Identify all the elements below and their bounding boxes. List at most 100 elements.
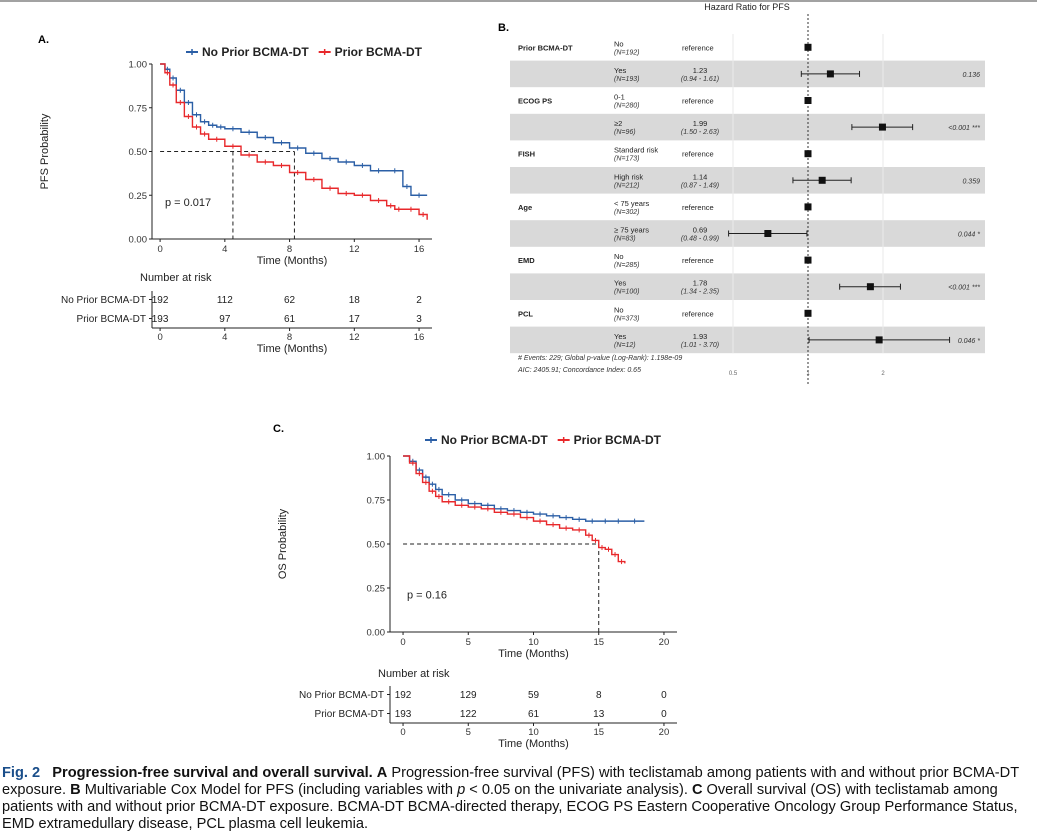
- panelA-xtick-label-2: 8: [287, 244, 292, 255]
- panelC-risk-value-1-2: 61: [528, 709, 540, 720]
- panelA-risk-value-1-4: 3: [416, 314, 422, 325]
- panelA-ytick-label-1: 0.25: [129, 191, 148, 202]
- panelB-p-0-1: 0.136: [962, 72, 980, 79]
- panelC-risk-value-0-4: 0: [661, 690, 667, 701]
- panelC-risk-value-0-1: 129: [460, 690, 477, 701]
- panelC-risk-value-0-3: 8: [596, 690, 602, 701]
- panelA-risk-value-1-3: 17: [349, 314, 361, 325]
- panelC-risk-xtick-label-0: 0: [400, 727, 405, 738]
- panelC-xtick-label-0: 0: [400, 637, 405, 648]
- panelB-level-5-1: Yes: [614, 332, 626, 341]
- panelB-ci-4-1: (1.34 - 2.35): [681, 289, 719, 296]
- panelB-n-4-1: (N=100): [614, 289, 639, 296]
- panelB-p-2-1: 0.359: [962, 178, 980, 185]
- panelB-point-4-0: [804, 256, 812, 264]
- panelB-n-2-0: (N=173): [614, 156, 639, 163]
- panelA-ytick-label-2: 0.50: [129, 147, 148, 158]
- panelA-risk-row-label-1: Prior BCMA-DT: [77, 314, 146, 325]
- panelB-level-1-0: 0-1: [614, 93, 625, 102]
- panelB-level-3-1: ≥ 75 years: [614, 226, 649, 235]
- panelC-xtick-label-4: 20: [659, 637, 670, 648]
- panelC-ytick-label-3: 0.75: [367, 496, 386, 507]
- caption-b-p: p: [457, 782, 466, 798]
- panelB-est-3-1: 0.69: [693, 226, 708, 235]
- panelC-risk-xlabel: Time (Months): [498, 738, 569, 750]
- panelB-point-3-0: [804, 203, 812, 211]
- panelB-group-label-4: EMD: [518, 256, 535, 265]
- panelC-risk-xtick-label-1: 5: [466, 727, 471, 738]
- caption-b-letter: B: [70, 782, 81, 798]
- panelC-risk-xtick-label-3: 15: [593, 727, 604, 738]
- panelA-legend-label-1: Prior BCMA-DT: [335, 45, 423, 59]
- panelA-curve-0: [160, 63, 428, 196]
- panelC-risk-value-0-2: 59: [528, 690, 540, 701]
- panelA-risk-xtick-label-4: 16: [414, 332, 425, 343]
- panelB-p-3-1: 0.044 *: [958, 232, 980, 239]
- panelC-xlabel: Time (Months): [498, 648, 569, 660]
- panelB-n-0-1: (N=193): [614, 76, 639, 83]
- panelB-group-label-1: ECOG PS: [518, 97, 552, 106]
- caption-a-text: Progression-free survival (PFS) with tec…: [2, 765, 1019, 798]
- panelB-est-3-0: reference: [682, 203, 714, 212]
- panelA-risk-value-0-4: 2: [416, 295, 422, 306]
- panelB-level-4-1: Yes: [614, 279, 626, 288]
- panelB-ci-3-1: (0.48 - 0.99): [681, 236, 719, 243]
- panelA-xlabel: Time (Months): [257, 255, 328, 267]
- panelC-risk-value-1-1: 122: [460, 709, 477, 720]
- panelB-row-bg-9: [510, 273, 985, 300]
- panelA-risk-xtick-label-1: 4: [222, 332, 227, 343]
- panelA-risk-xtick-label-3: 12: [349, 332, 360, 343]
- panelB-level-3-0: < 75 years: [614, 199, 649, 208]
- panelA-ytick-label-3: 0.75: [129, 103, 148, 114]
- panelB-level-2-0: Standard risk: [614, 146, 658, 155]
- caption-b-text2: < 0.05 on the univariate analysis).: [465, 782, 692, 798]
- panelB-n-4-0: (N=285): [614, 262, 639, 269]
- panelB-est-2-0: reference: [682, 150, 714, 159]
- panelA-xtick-label-4: 16: [414, 244, 425, 255]
- panelB-xtick-label-2: 2: [881, 371, 885, 377]
- panelC-risk-row-label-0: No Prior BCMA-DT: [299, 690, 384, 701]
- panelC-pvalue: p = 0.16: [407, 590, 447, 602]
- panelB-ci-0-1: (0.94 - 1.61): [681, 76, 719, 83]
- panelC-ylabel: OS Probability: [277, 508, 289, 579]
- panelC-legend-label-1: Prior BCMA-DT: [574, 433, 662, 447]
- panelA-xtick-label-3: 12: [349, 244, 360, 255]
- panelC-risk-xtick-label-4: 20: [659, 727, 670, 738]
- panelB-title: Hazard Ratio for PFS: [704, 2, 790, 12]
- panelA-risk-xlabel: Time (Months): [257, 343, 328, 355]
- panelB-p-1-1: <0.001 ***: [948, 125, 980, 132]
- panelB-n-0-0: (N=192): [614, 49, 639, 56]
- panelA-ytick-label-0: 0.00: [129, 235, 148, 246]
- panelA-pvalue: p = 0.017: [165, 197, 211, 209]
- panelC-ytick-label-0: 0.00: [367, 628, 386, 639]
- caption-title: Progression-free survival and overall su…: [52, 765, 373, 781]
- panelB-group-label-5: PCL: [518, 309, 533, 318]
- panelA-legend-label-0: No Prior BCMA-DT: [202, 45, 309, 59]
- panelB-level-0-1: Yes: [614, 66, 626, 75]
- panelB-point-2-1: [818, 176, 826, 184]
- panelB-level-0-0: No: [614, 39, 624, 48]
- panelB-p-4-1: <0.001 ***: [948, 285, 980, 292]
- panelB-est-4-0: reference: [682, 256, 714, 265]
- panelB-panel-label: B.: [498, 22, 509, 34]
- panelB-xtick-label-0: 0.5: [729, 371, 738, 377]
- panelB-row-bg-5: [510, 167, 985, 194]
- panelA-ylabel: PFS Probability: [39, 113, 51, 189]
- panelB-est-2-1: 1.14: [693, 172, 708, 181]
- panelC-risk-value-1-3: 13: [593, 709, 605, 720]
- panelB-point-0-0: [804, 43, 812, 51]
- panelB-est-0-0: reference: [682, 43, 714, 52]
- panelB-point-5-1: [875, 336, 883, 344]
- panelB-point-4-1: [866, 283, 874, 291]
- panelB-n-1-1: (N=96): [614, 129, 636, 136]
- panelC-xtick-label-3: 15: [593, 637, 604, 648]
- panelB-point-1-1: [878, 123, 886, 131]
- panelA-xtick-label-1: 4: [222, 244, 227, 255]
- panelC-xtick-label-1: 5: [466, 637, 471, 648]
- panelB-point-0-1: [826, 70, 834, 78]
- panelA-risk-value-0-0: 192: [152, 295, 169, 306]
- panelA-risk-value-1-2: 61: [284, 314, 296, 325]
- panelB-level-4-0: No: [614, 252, 624, 261]
- panelB-point-1-0: [804, 97, 812, 104]
- panelC-risk-title: Number at risk: [378, 668, 450, 680]
